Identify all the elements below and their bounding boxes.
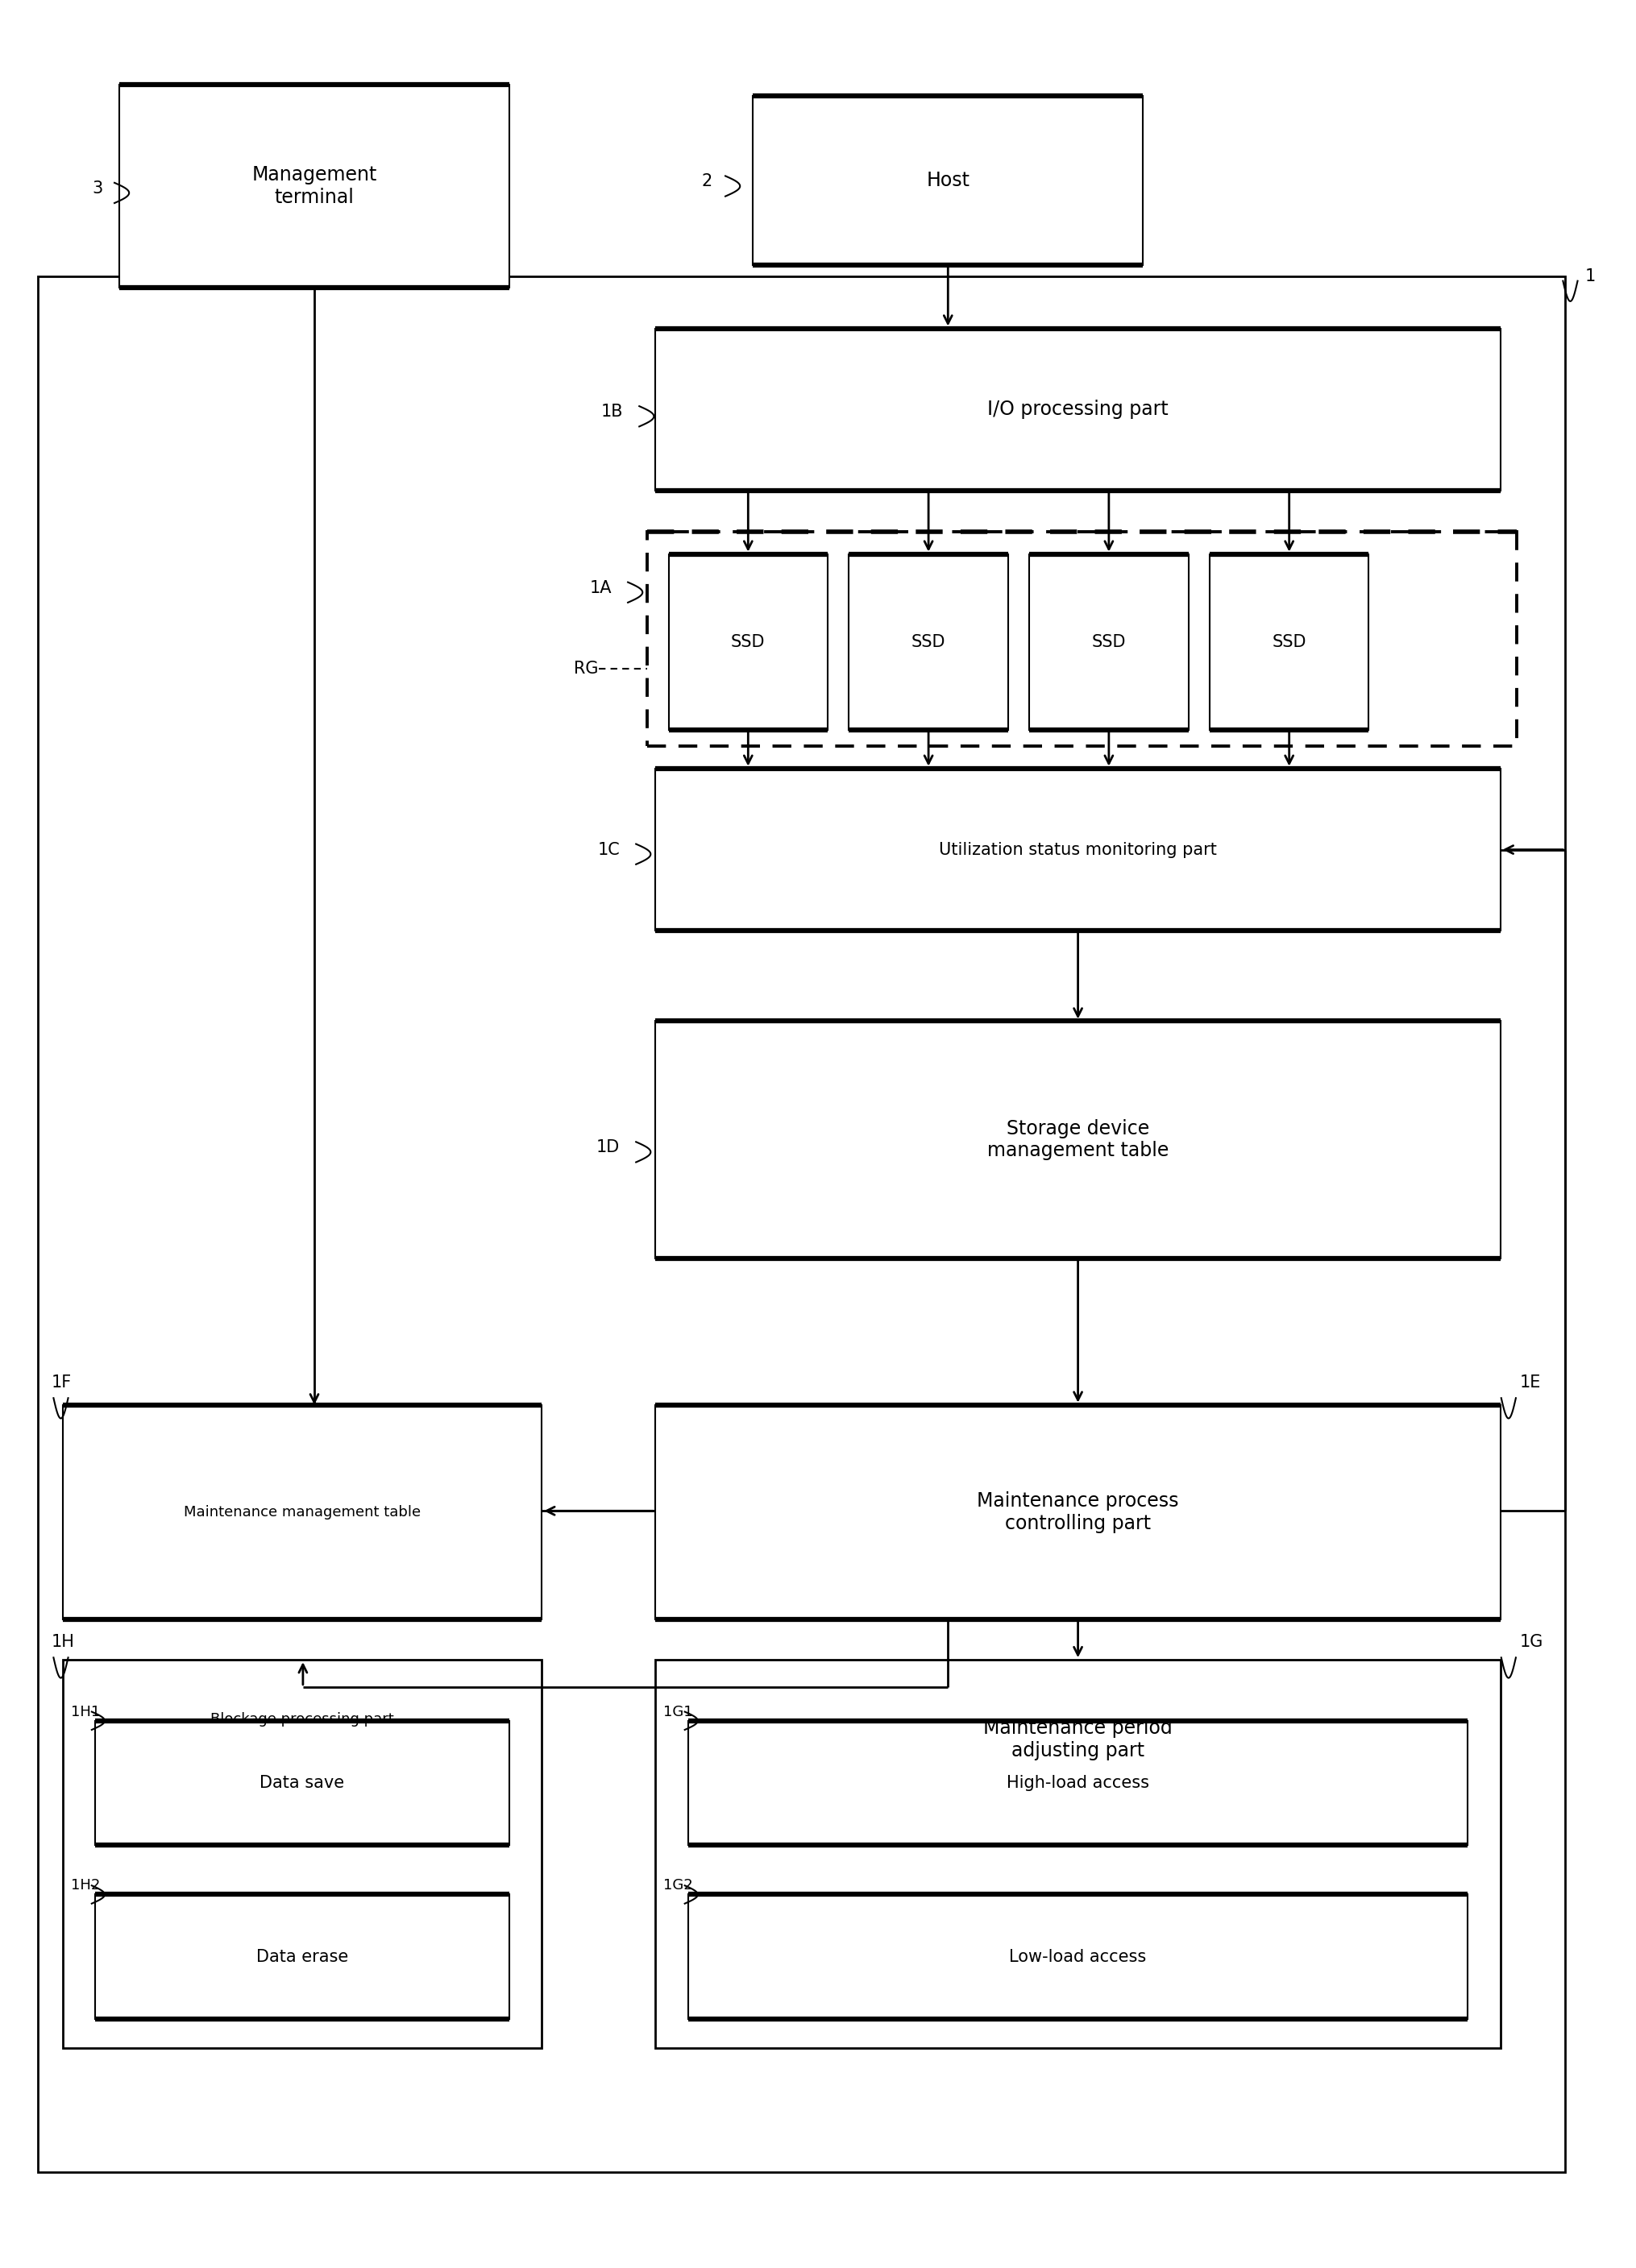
FancyBboxPatch shape <box>38 277 1566 2173</box>
Text: Storage device
management table: Storage device management table <box>987 1118 1168 1161</box>
Text: 3: 3 <box>92 181 103 197</box>
Text: 1D: 1D <box>596 1139 620 1157</box>
FancyBboxPatch shape <box>689 1721 1467 1844</box>
Text: Management
terminal: Management terminal <box>252 166 376 206</box>
Text: 1H1: 1H1 <box>70 1706 100 1719</box>
Text: Maintenance process
controlling part: Maintenance process controlling part <box>977 1490 1180 1533</box>
Text: 1H2: 1H2 <box>70 1878 100 1894</box>
FancyBboxPatch shape <box>656 1404 1500 1619</box>
Text: 1B: 1B <box>600 404 623 420</box>
Text: RG: RG <box>574 660 599 678</box>
Text: 1E: 1E <box>1520 1374 1541 1390</box>
FancyBboxPatch shape <box>656 329 1500 490</box>
FancyBboxPatch shape <box>656 769 1500 930</box>
FancyBboxPatch shape <box>62 1404 542 1619</box>
Text: 1: 1 <box>1585 268 1595 284</box>
Text: 1G1: 1G1 <box>664 1706 694 1719</box>
FancyBboxPatch shape <box>95 1721 509 1844</box>
FancyBboxPatch shape <box>95 1894 509 2019</box>
Text: 1G2: 1G2 <box>664 1878 694 1894</box>
Text: I/O processing part: I/O processing part <box>988 399 1168 420</box>
Text: 1G: 1G <box>1520 1633 1544 1649</box>
FancyBboxPatch shape <box>1029 553 1188 730</box>
FancyBboxPatch shape <box>669 553 828 730</box>
Text: SSD: SSD <box>1273 635 1306 651</box>
FancyBboxPatch shape <box>689 1894 1467 2019</box>
Text: Maintenance management table: Maintenance management table <box>183 1504 420 1520</box>
Text: Blockage processing part: Blockage processing part <box>211 1712 394 1726</box>
FancyBboxPatch shape <box>849 553 1008 730</box>
FancyBboxPatch shape <box>62 1660 542 2048</box>
Text: Utilization status monitoring part: Utilization status monitoring part <box>939 841 1217 857</box>
Text: 1F: 1F <box>51 1374 72 1390</box>
Text: Low-load access: Low-load access <box>1009 1948 1147 1964</box>
Text: High-load access: High-load access <box>1006 1776 1150 1792</box>
Text: Data erase: Data erase <box>257 1948 348 1964</box>
Text: 1C: 1C <box>597 841 620 857</box>
FancyBboxPatch shape <box>656 1021 1500 1259</box>
Text: Data save: Data save <box>260 1776 345 1792</box>
FancyBboxPatch shape <box>1209 553 1369 730</box>
Text: Maintenance period
adjusting part: Maintenance period adjusting part <box>983 1719 1173 1760</box>
FancyBboxPatch shape <box>119 84 509 288</box>
Text: SSD: SSD <box>731 635 766 651</box>
FancyBboxPatch shape <box>656 1660 1500 2048</box>
Text: Host: Host <box>926 170 970 191</box>
FancyBboxPatch shape <box>648 531 1517 746</box>
Text: 1H: 1H <box>51 1633 74 1649</box>
Text: 1A: 1A <box>589 581 612 596</box>
Text: SSD: SSD <box>911 635 946 651</box>
FancyBboxPatch shape <box>753 95 1144 265</box>
Text: 2: 2 <box>702 175 712 191</box>
Text: SSD: SSD <box>1091 635 1126 651</box>
